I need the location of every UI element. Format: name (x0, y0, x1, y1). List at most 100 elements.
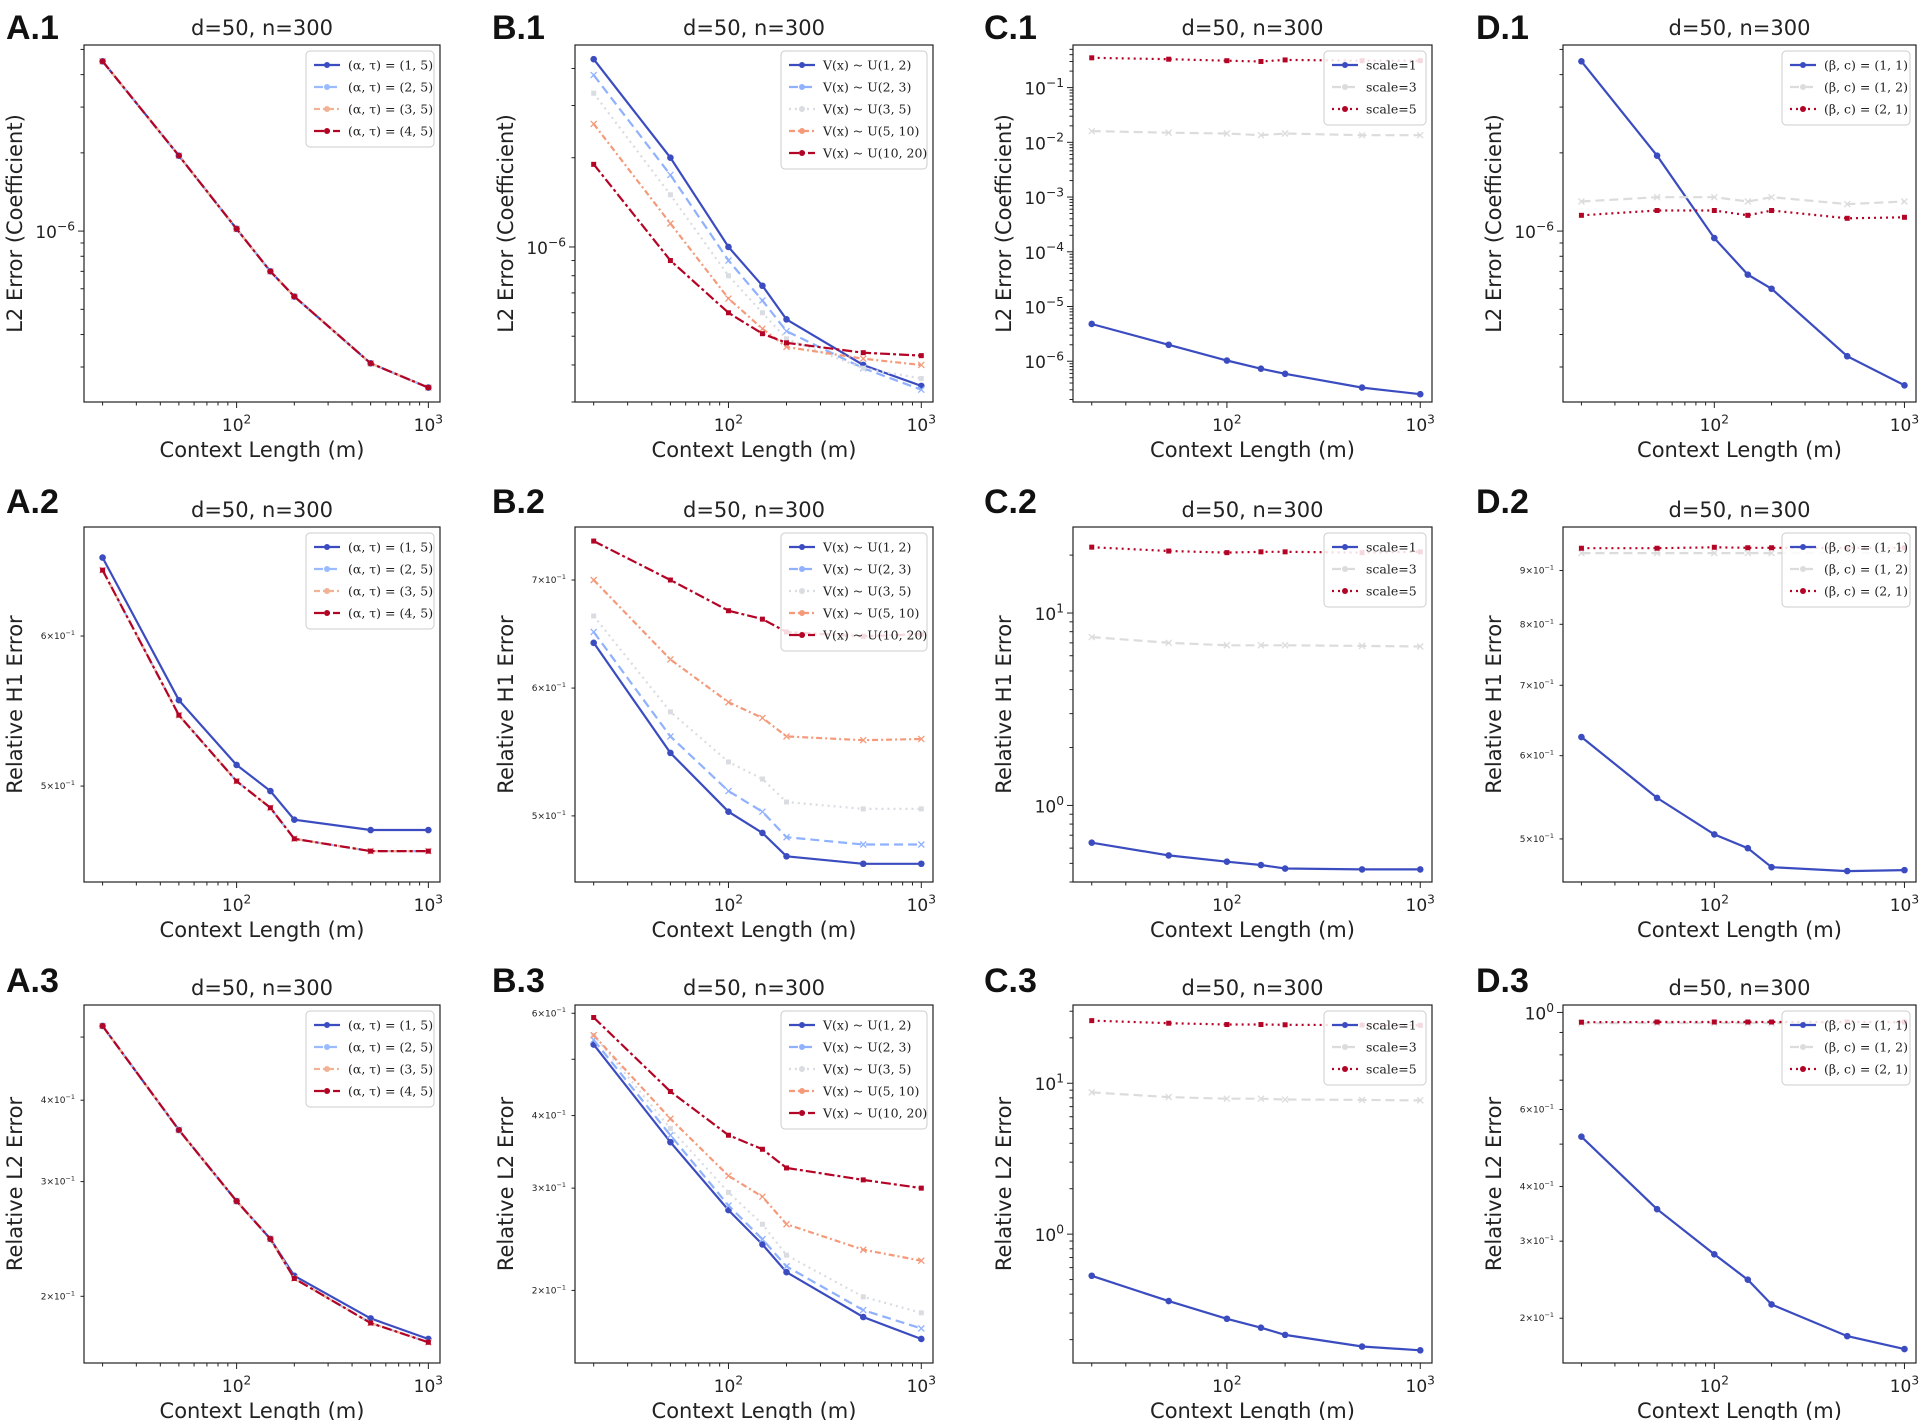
data-point (1358, 1343, 1366, 1350)
legend-label: (α, τ) = (2, 5) (348, 80, 433, 95)
data-point (667, 749, 674, 757)
chart-panel-b-1: B.1 d=50, n=300 102 103 10−6 Context Length (… (492, 9, 936, 462)
y-axis-label: L2 Error (Coefficient) (992, 114, 1016, 333)
legend-label: (α, τ) = (4, 5) (348, 606, 433, 621)
y-tick-label: 10−6 (35, 219, 75, 243)
data-point (1710, 549, 1718, 557)
data-point (783, 852, 790, 860)
legend-label: (β, c) = (2, 1) (1824, 1062, 1908, 1077)
data-point (666, 656, 674, 663)
series-line (1580, 1135, 1905, 1351)
legend-label: V(x) ~ U(5, 10) (822, 124, 919, 139)
chart-title: d=50, n=300 (683, 16, 825, 40)
data-point (666, 220, 674, 227)
plot-area (590, 55, 925, 394)
data-point (1089, 1018, 1095, 1024)
legend-label: V(x) ~ U(10, 20) (822, 628, 927, 643)
data-point (1744, 198, 1752, 205)
y-tick-label: 100 (1525, 1001, 1554, 1025)
legend-label: (α, τ) = (2, 5) (348, 562, 433, 577)
data-point (1653, 152, 1661, 160)
x-tick-label: 102 (222, 1373, 251, 1397)
data-point (725, 273, 731, 279)
y-tick-label: 8×10−1 (1520, 617, 1554, 630)
legend-label: (α, τ) = (3, 5) (348, 1062, 433, 1077)
data-point (1257, 641, 1265, 649)
panel-label: C.3 (984, 962, 1037, 1000)
data-point (1257, 365, 1265, 373)
data-point (859, 736, 867, 744)
data-point (1711, 1019, 1717, 1025)
y-tick-label: 9×10−1 (1520, 563, 1554, 576)
x-axis-label: Context Length (m) (1637, 438, 1842, 462)
series-line (1091, 636, 1421, 648)
x-axis-label: Context Length (m) (160, 918, 365, 942)
data-point (1901, 1345, 1908, 1353)
data-point (759, 1146, 765, 1152)
data-point (1711, 831, 1718, 838)
x-tick-label: 103 (1406, 1373, 1435, 1397)
data-point (1165, 852, 1172, 859)
data-point (667, 577, 673, 583)
legend-marker (1342, 106, 1348, 112)
legend-marker (1342, 62, 1348, 68)
y-tick-label: 2×10−1 (532, 1283, 566, 1296)
y-tick-label: 3×10−1 (41, 1175, 75, 1188)
data-point (1901, 866, 1908, 874)
data-point (917, 735, 925, 743)
y-axis-label: L2 Error (Coefficient) (1482, 114, 1506, 333)
series-line (1580, 736, 1905, 873)
data-point (590, 120, 598, 128)
chart-title: d=50, n=300 (1669, 976, 1811, 1000)
data-point (1223, 1095, 1231, 1103)
data-point (1711, 234, 1718, 242)
data-point (784, 799, 790, 805)
data-point (1416, 131, 1424, 139)
y-tick-label: 4×10−1 (1520, 1179, 1554, 1192)
data-point (1578, 545, 1584, 551)
data-point (860, 806, 866, 812)
data-point (1710, 193, 1718, 201)
data-point (1577, 549, 1585, 557)
data-point (1088, 320, 1096, 328)
legend-marker (1342, 1044, 1348, 1050)
x-tick-label: 103 (1890, 1373, 1919, 1397)
data-point (425, 826, 432, 834)
x-axis-label: Context Length (m) (160, 438, 365, 462)
legend-marker (1800, 544, 1806, 550)
data-point (1258, 1022, 1264, 1028)
data-point (859, 841, 867, 848)
data-point (1578, 212, 1584, 218)
legend-label: V(x) ~ U(3, 5) (822, 584, 911, 599)
data-point (1711, 208, 1717, 214)
x-tick-label: 103 (907, 412, 936, 436)
y-tick-label: 101 (1035, 601, 1064, 625)
data-point (1088, 633, 1096, 641)
data-point (859, 355, 867, 363)
legend-label: V(x) ~ U(5, 10) (822, 606, 919, 621)
data-point (783, 327, 790, 335)
data-point (267, 805, 273, 811)
y-tick-label: 10−3 (1024, 185, 1064, 209)
axes-frame (1562, 1004, 1917, 1364)
data-point (1653, 1205, 1661, 1213)
data-point (1224, 58, 1230, 64)
data-point (1223, 641, 1231, 649)
chart-panel-a-1: A.1 d=50, n=300 102 103 10−6 Context Length (… (3, 9, 443, 462)
legend-marker (1342, 544, 1348, 550)
data-point (1654, 545, 1660, 551)
legend-marker (324, 1088, 330, 1094)
data-point (759, 1221, 765, 1227)
data-point (234, 1198, 240, 1204)
y-tick-label: 4×10−1 (532, 1109, 566, 1122)
data-point (1165, 129, 1173, 137)
legend-label: V(x) ~ U(2, 3) (822, 80, 911, 95)
legend (1781, 50, 1911, 126)
data-point (291, 816, 298, 823)
axes-frame (1072, 44, 1433, 403)
legend-label: V(x) ~ U(2, 3) (822, 562, 911, 577)
data-point (1769, 208, 1775, 214)
data-point (234, 778, 240, 784)
data-point (666, 171, 674, 179)
x-tick-label: 102 (1212, 1373, 1241, 1397)
